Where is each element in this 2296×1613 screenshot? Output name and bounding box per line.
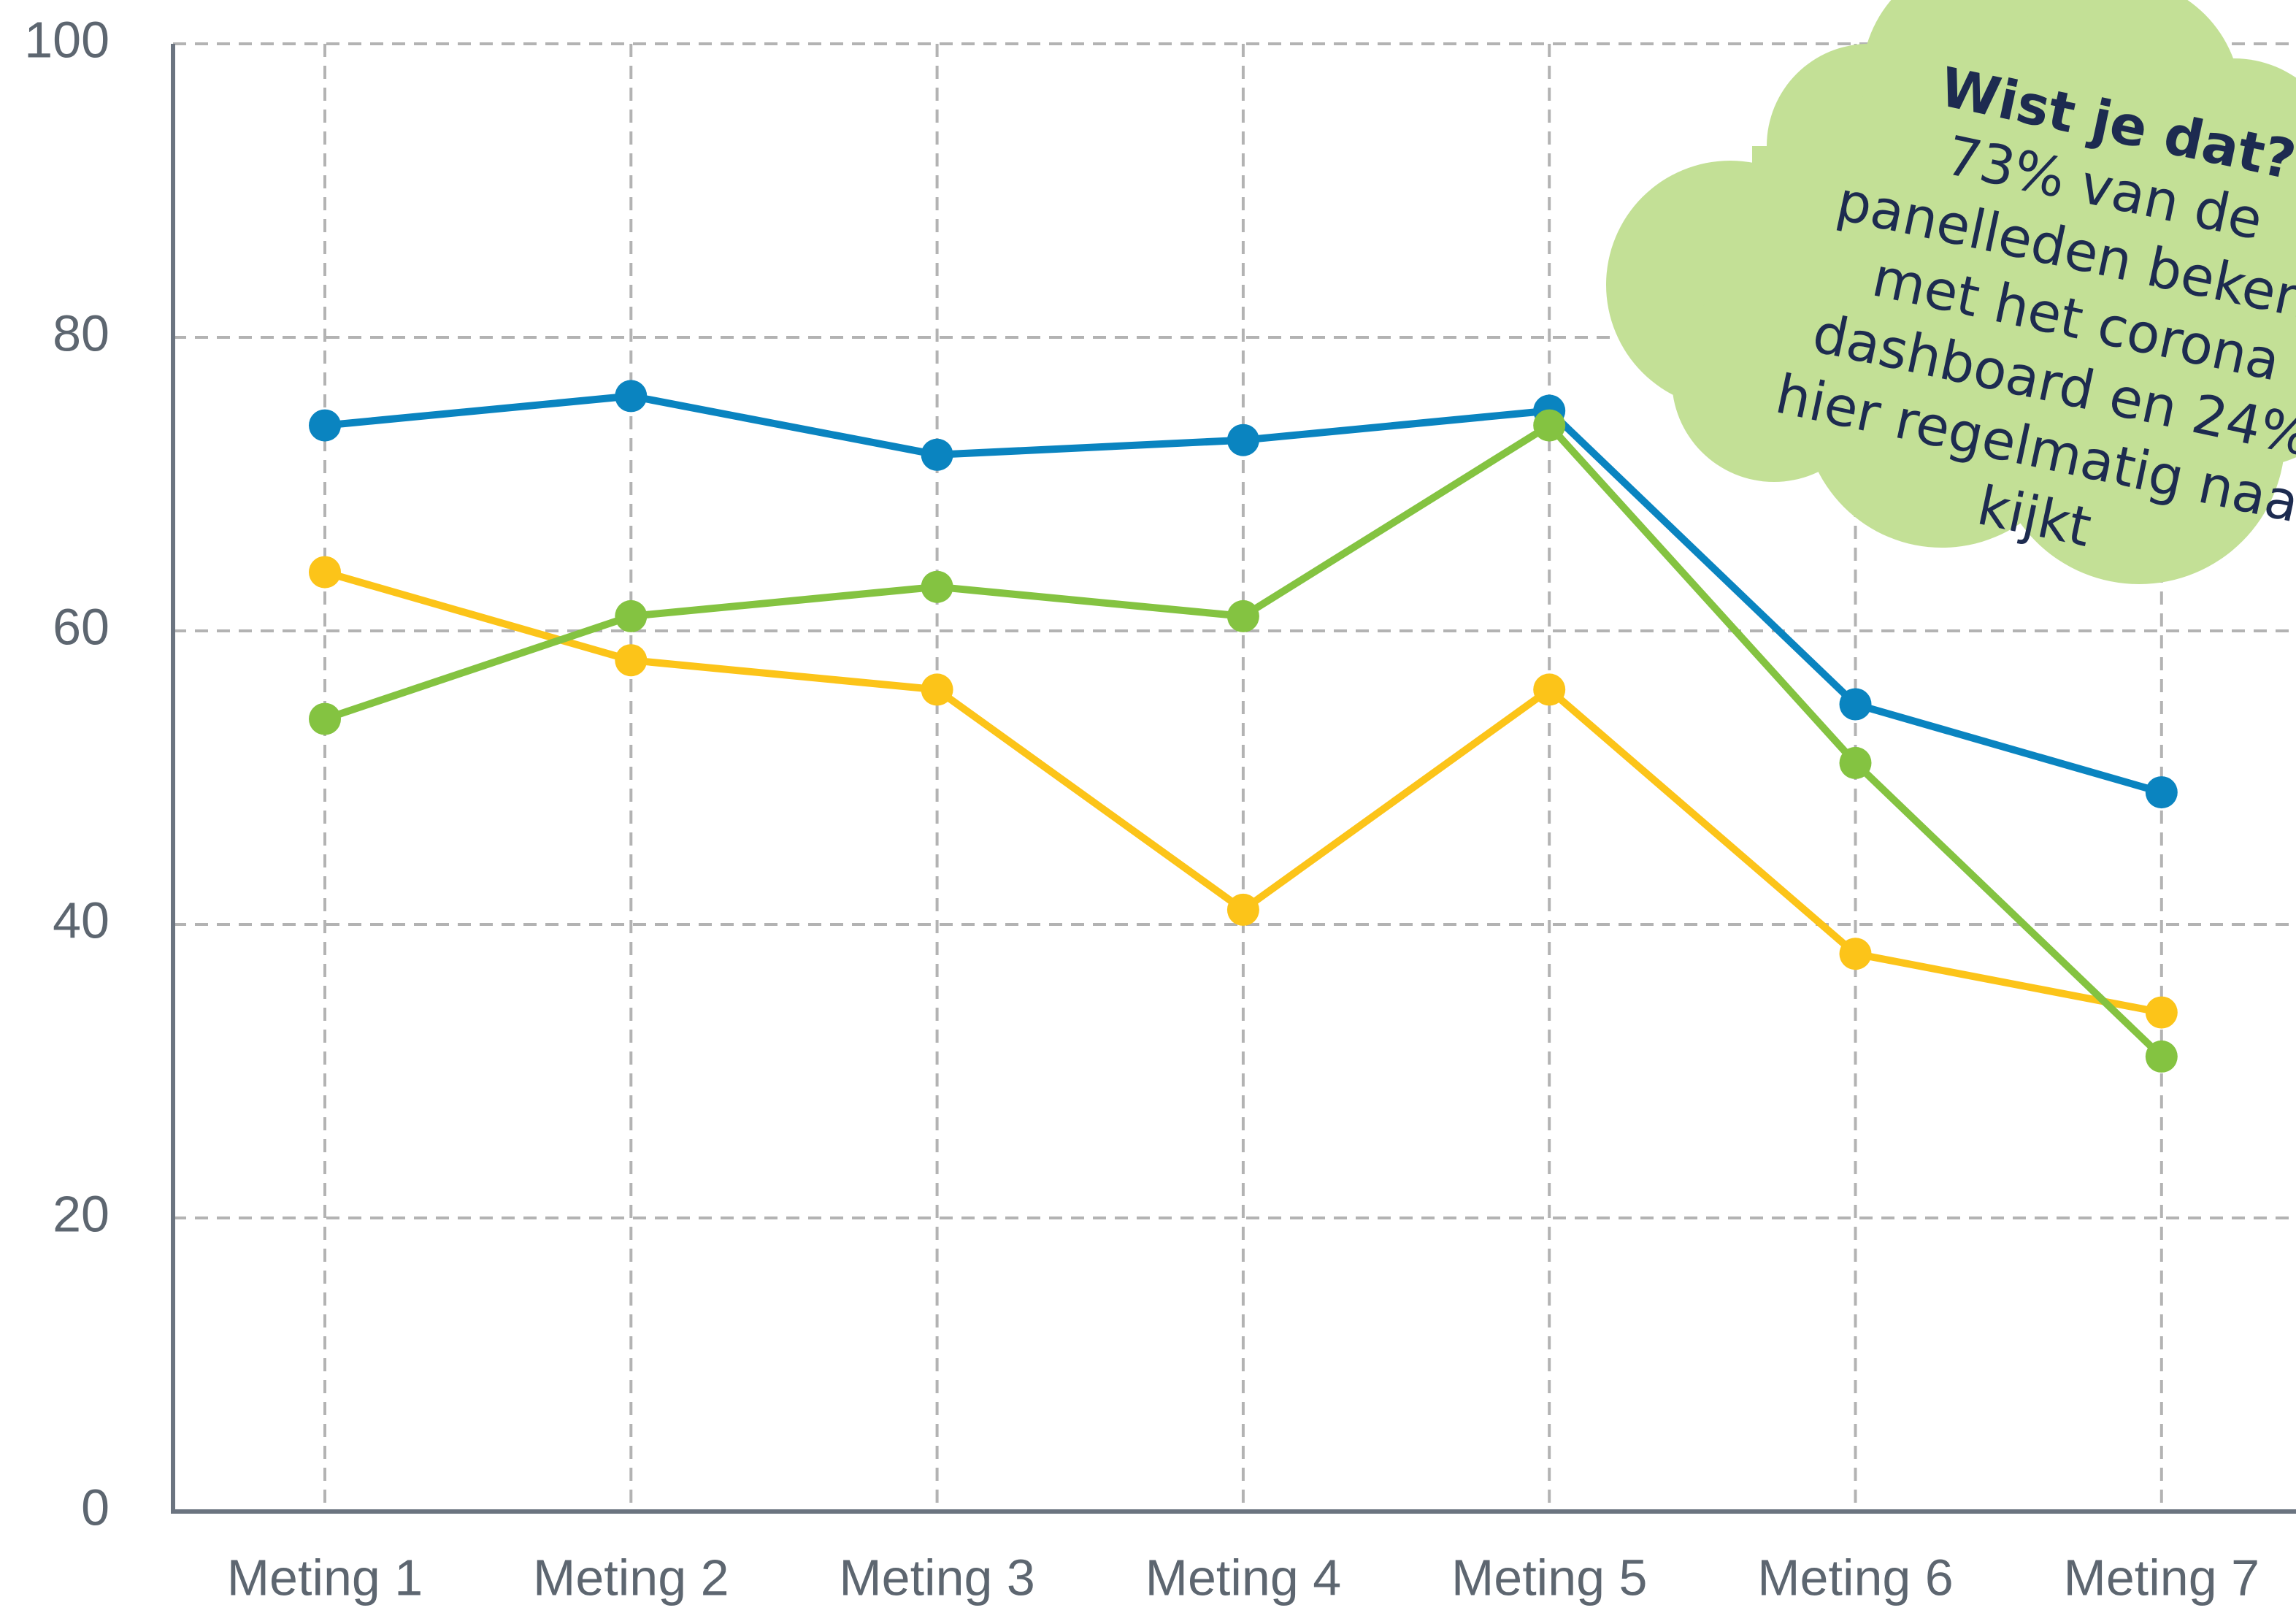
data-point [309, 409, 341, 442]
data-point [2145, 776, 2178, 809]
y-tick-label: 0 [81, 1479, 110, 1536]
y-tick-label: 20 [53, 1185, 110, 1242]
y-tick-label: 80 [53, 304, 110, 361]
data-point [2145, 996, 2178, 1029]
data-point [1839, 938, 1872, 970]
cloud [1606, 0, 2296, 584]
x-tick-label: Meting 1 [227, 1549, 423, 1606]
data-point [1533, 409, 1566, 442]
x-tick-label: Meting 3 [839, 1549, 1034, 1606]
x-tick-label: Meting 2 [533, 1549, 729, 1606]
data-point [615, 599, 648, 632]
data-point [1226, 599, 1259, 632]
data-point [1839, 688, 1872, 721]
data-point [309, 702, 341, 735]
x-tick-label: Meting 5 [1451, 1549, 1647, 1606]
y-tick-label: 40 [53, 892, 110, 949]
x-tick-label: Meting 4 [1145, 1549, 1341, 1606]
data-point [1226, 893, 1259, 926]
y-tick-label: 60 [53, 598, 110, 655]
data-point [309, 556, 341, 589]
data-point [1226, 424, 1259, 456]
x-tick-label: Meting 6 [1757, 1549, 1953, 1606]
data-point [921, 673, 953, 706]
data-point [1839, 746, 1872, 779]
lines [309, 380, 2178, 1073]
x-tick-label: Meting 7 [2064, 1549, 2259, 1606]
data-point [921, 438, 953, 471]
y-tick-label: 100 [24, 11, 110, 68]
data-point [615, 644, 648, 677]
data-point [1533, 673, 1566, 706]
data-point [2145, 1040, 2178, 1073]
data-point [921, 570, 953, 603]
data-point [615, 380, 648, 413]
